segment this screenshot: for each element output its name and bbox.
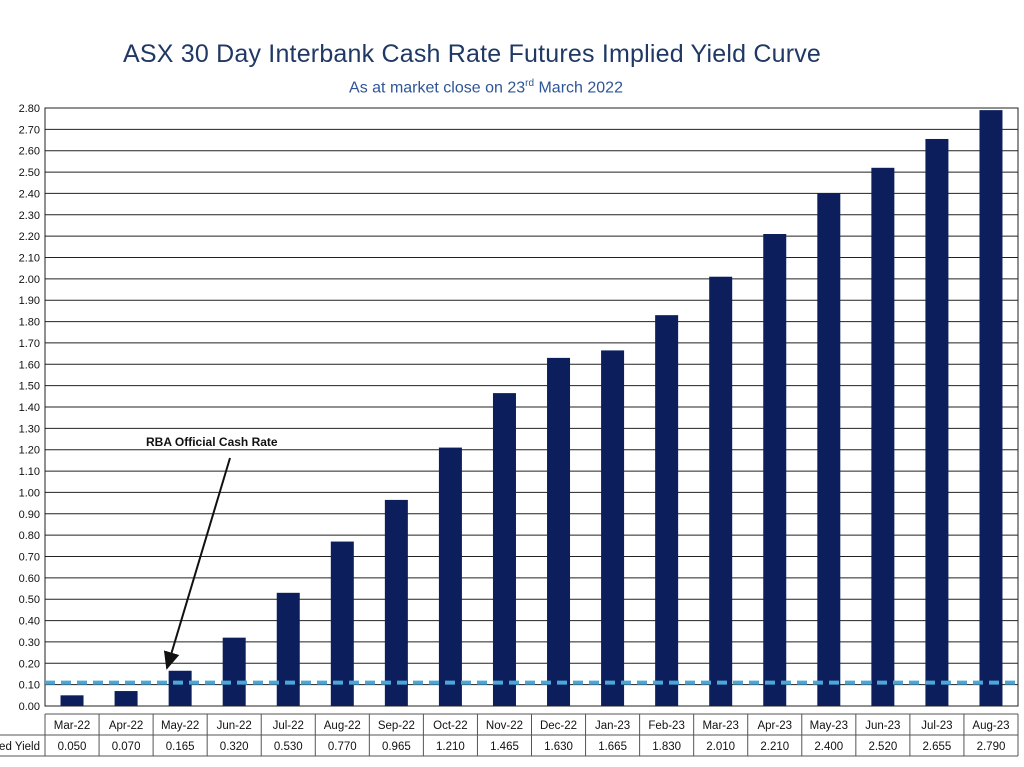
- y-tick-label: 2.50: [19, 167, 40, 179]
- y-tick-label: 1.10: [19, 466, 40, 478]
- grid-lines: [44, 107, 1019, 707]
- bar: [384, 499, 408, 706]
- plot-frame: [44, 107, 1019, 707]
- y-tick-label: 1.30: [19, 423, 40, 435]
- y-tick-label: 0.50: [19, 594, 40, 606]
- table-value: 1.630: [544, 741, 573, 753]
- y-tick-label: 1.80: [19, 317, 40, 329]
- x-category-label: Mar-22: [54, 720, 90, 732]
- x-category-label: Jun-22: [217, 720, 252, 732]
- table-value: 0.070: [112, 741, 141, 753]
- table-value: 0.770: [328, 741, 357, 753]
- bar: [817, 193, 841, 706]
- table-value: 2.210: [760, 741, 789, 753]
- x-category-label: Apr-23: [757, 720, 792, 732]
- bar: [547, 357, 571, 706]
- chart-subtitle: As at market close on 23rd March 2022: [349, 78, 623, 97]
- table-value: 1.210: [436, 741, 465, 753]
- table-value: 0.965: [382, 741, 411, 753]
- table-value: 1.665: [598, 741, 627, 753]
- table-row-label: Implied Yield: [0, 741, 40, 753]
- table-value: 2.790: [977, 741, 1006, 753]
- y-tick-label: 0.60: [19, 573, 40, 585]
- bar: [168, 670, 192, 706]
- x-category-label: Oct-22: [433, 720, 468, 732]
- y-tick-label: 0.10: [19, 680, 40, 692]
- y-tick-label: 2.80: [19, 103, 40, 115]
- annotation-arrow: [163, 457, 231, 670]
- y-tick-label: 2.60: [19, 146, 40, 158]
- table-value: 2.655: [923, 741, 952, 753]
- y-tick-label: 1.40: [19, 402, 40, 414]
- y-tick-label: 1.70: [19, 338, 40, 350]
- x-category-label: May-23: [810, 720, 848, 732]
- y-tick-label: 2.20: [19, 231, 40, 243]
- x-category-label: Aug-22: [324, 720, 361, 732]
- y-tick-label: 2.00: [19, 274, 40, 286]
- bars: [60, 110, 1003, 707]
- y-tick-label: 1.90: [19, 295, 40, 307]
- y-tick-label: 1.00: [19, 487, 40, 499]
- annotation-label: RBA Official Cash Rate: [146, 435, 278, 449]
- bar: [655, 315, 679, 706]
- x-category-label: Apr-22: [109, 720, 144, 732]
- y-tick-label: 0.40: [19, 616, 40, 628]
- y-tick-label: 0.70: [19, 552, 40, 564]
- annotation: RBA Official Cash Rate: [146, 435, 278, 670]
- x-category-label: Nov-22: [486, 720, 523, 732]
- bar: [763, 234, 787, 706]
- data-table: Implied Yield Mar-22 0.050 Apr-22 0.070 May-2…: [0, 713, 1019, 757]
- table-value: 0.530: [274, 741, 303, 753]
- chart-title: ASX 30 Day Interbank Cash Rate Futures I…: [122, 40, 822, 68]
- bar: [925, 138, 949, 707]
- table-value: 1.465: [490, 741, 519, 753]
- table-value: 2.400: [814, 741, 843, 753]
- x-category-label: May-22: [161, 720, 199, 732]
- y-tick-label: 1.60: [19, 359, 40, 371]
- x-category-label: Dec-22: [540, 720, 577, 732]
- bar: [438, 447, 462, 706]
- bar: [114, 691, 138, 706]
- x-category-label: Jul-23: [921, 720, 952, 732]
- bar: [330, 541, 354, 706]
- table-value: 0.320: [220, 741, 249, 753]
- y-axis: 0.00 0.10 0.20 0.30 0.40 0.50 0.60 0.70 0.80 0.90…: [19, 103, 40, 713]
- bar: [60, 695, 84, 706]
- table-value: 2.010: [706, 741, 735, 753]
- x-category-label: Mar-23: [702, 720, 738, 732]
- bar: [492, 393, 516, 706]
- bar: [709, 276, 733, 706]
- y-tick-label: 1.50: [19, 381, 40, 393]
- x-category-label: Feb-23: [648, 720, 684, 732]
- table-value: 2.520: [868, 741, 897, 753]
- table-value: 0.050: [58, 741, 87, 753]
- bar: [276, 592, 300, 706]
- bar: [979, 110, 1003, 706]
- y-tick-label: 0.90: [19, 509, 40, 521]
- y-tick-label: 0.00: [19, 701, 40, 713]
- bar: [601, 350, 625, 706]
- y-tick-label: 1.20: [19, 445, 40, 457]
- x-category-label: Jul-22: [273, 720, 304, 732]
- y-tick-label: 0.30: [19, 637, 40, 649]
- table-value: 1.830: [652, 741, 681, 753]
- y-tick-label: 2.10: [19, 253, 40, 265]
- y-tick-label: 2.40: [19, 188, 40, 200]
- y-tick-label: 2.30: [19, 210, 40, 222]
- x-category-label: Aug-23: [972, 720, 1009, 732]
- bar: [871, 167, 895, 707]
- table-value: 0.165: [166, 741, 195, 753]
- x-category-label: Jan-23: [595, 720, 630, 732]
- y-tick-label: 2.70: [19, 124, 40, 136]
- y-tick-label: 0.80: [19, 530, 40, 542]
- bar: [222, 637, 246, 706]
- x-category-label: Jun-23: [865, 720, 900, 732]
- x-category-label: Sep-22: [378, 720, 415, 732]
- y-tick-label: 0.20: [19, 658, 40, 670]
